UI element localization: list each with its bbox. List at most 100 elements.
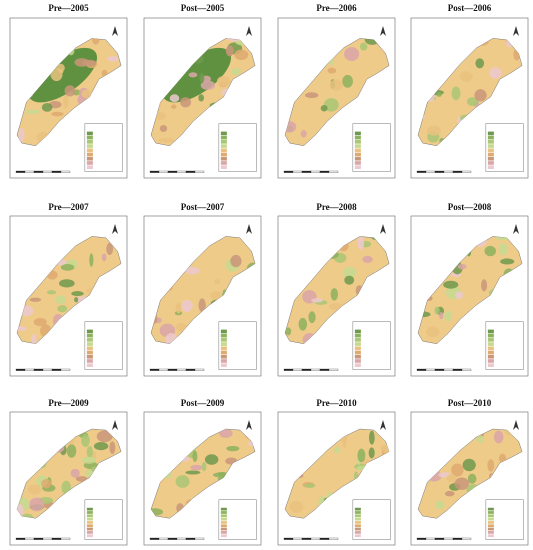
patch (63, 94, 69, 109)
scale-bar (167, 368, 178, 371)
patch (175, 322, 187, 332)
patch (357, 236, 365, 250)
scale-bar (416, 537, 427, 540)
patch (180, 97, 191, 108)
scale-bar (185, 537, 196, 540)
legend-swatch (487, 148, 494, 153)
patch (96, 430, 113, 443)
patch (219, 429, 233, 438)
scale-bar (15, 170, 26, 173)
panel-title: Post—2008 (448, 202, 492, 212)
patch (359, 42, 368, 51)
scale-bar (149, 537, 160, 540)
legend-swatch (220, 156, 227, 161)
patch (368, 447, 375, 459)
patch (457, 264, 467, 270)
scale-bar (443, 537, 454, 540)
patch (175, 475, 190, 488)
patch (436, 92, 442, 97)
patch (285, 327, 292, 336)
legend-swatch (220, 350, 227, 355)
scale-bar (319, 537, 330, 540)
patch (169, 94, 180, 103)
legend-swatch (220, 354, 227, 359)
north-arrow (380, 224, 386, 234)
scale-bar (461, 537, 472, 540)
legend-swatch (86, 521, 93, 524)
legend-swatch (487, 144, 494, 148)
legend-swatch (220, 527, 227, 531)
legend-swatch (220, 161, 227, 165)
north-arrow (246, 420, 252, 430)
scale-bar (42, 368, 53, 371)
scale-bar (33, 170, 44, 173)
legend-swatch (220, 131, 227, 136)
patch (426, 326, 440, 338)
scale-bar (319, 368, 330, 371)
scale-bar (434, 170, 445, 173)
patch (467, 473, 477, 484)
patch (82, 59, 97, 67)
scale-bar (283, 368, 294, 371)
legend-swatch (354, 527, 361, 531)
legend-swatch (86, 156, 93, 161)
patch (443, 280, 459, 289)
patch (66, 444, 77, 458)
legend-swatch (487, 346, 494, 351)
panel-title: Post—2010 (448, 398, 492, 408)
patch (86, 446, 93, 459)
panel-title: Pre—2010 (316, 398, 357, 408)
legend-swatch (354, 346, 361, 351)
legend-swatch (220, 329, 227, 334)
patch (434, 306, 440, 315)
legend-swatch (86, 165, 93, 169)
patch (327, 67, 337, 74)
legend-swatch (487, 534, 494, 538)
scale-bar (51, 170, 62, 173)
patch (476, 435, 484, 444)
legend-swatch (354, 521, 361, 524)
patch (344, 47, 360, 62)
legend-swatch (220, 363, 227, 367)
legend-swatch (354, 524, 361, 528)
legend-swatch (354, 338, 361, 342)
legend-swatch (487, 350, 494, 355)
scale-bar (167, 170, 178, 173)
scale-bar (434, 537, 445, 540)
patch (300, 130, 307, 138)
map-panel (9, 411, 128, 546)
legend-swatch (220, 524, 227, 528)
patch (217, 471, 227, 477)
patch (190, 464, 203, 471)
patch (106, 56, 119, 62)
legend-swatch (86, 359, 93, 363)
scale-bar (283, 170, 294, 173)
legend-swatch (86, 131, 93, 136)
legend-swatch (220, 152, 227, 157)
scale-bar (60, 537, 71, 540)
patch (451, 86, 461, 101)
patch (58, 279, 75, 288)
legend-swatch (220, 507, 227, 511)
patch (234, 49, 249, 61)
patch (158, 137, 174, 143)
patch (304, 483, 316, 488)
scale-bar (194, 368, 205, 371)
legend-swatch (220, 534, 227, 538)
legend-swatch (86, 338, 93, 342)
region-base (417, 428, 523, 519)
legend-swatch (487, 517, 494, 521)
patch (75, 476, 88, 482)
scale-bar (452, 170, 463, 173)
panel-title: Post—2005 (181, 3, 225, 13)
legend-swatch (354, 534, 361, 538)
map-panel (277, 215, 396, 377)
legend-swatch (354, 511, 361, 514)
scale-bar (24, 170, 35, 173)
legend-swatch (354, 342, 361, 346)
patch (109, 441, 116, 454)
patch (330, 288, 339, 301)
scale-bar (425, 170, 436, 173)
map-panel (410, 411, 529, 546)
legend-swatch (487, 338, 494, 342)
